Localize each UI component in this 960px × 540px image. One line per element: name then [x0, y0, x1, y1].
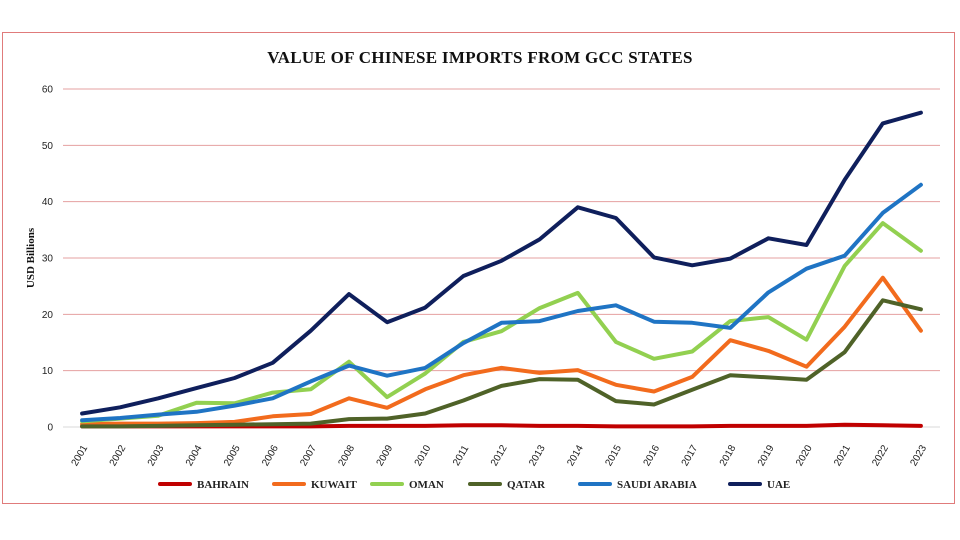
legend-label: QATAR: [507, 479, 546, 491]
x-tick-label: 2017: [680, 443, 701, 468]
y-tick-label: 10: [42, 366, 54, 377]
y-tick-label: 30: [42, 254, 54, 265]
x-tick-label: 2005: [222, 443, 243, 468]
series-line-qatar: [80, 298, 923, 429]
x-tick-label: 2012: [489, 443, 510, 468]
legend-label: OMAN: [409, 479, 444, 491]
y-tick-label: 40: [42, 197, 54, 208]
x-tick-label: 2006: [260, 443, 281, 468]
y-tick-label: 20: [42, 310, 54, 321]
y-tick-label: 60: [42, 85, 54, 96]
x-tick-label: 2004: [184, 443, 205, 468]
y-tick-label: 0: [47, 423, 53, 434]
x-tick-label: 2016: [642, 443, 663, 468]
x-tick-label: 2018: [718, 443, 739, 468]
series-line-saudi-arabia: [80, 182, 923, 423]
x-tick-label: 2020: [794, 443, 815, 468]
x-tick-label: 2023: [908, 443, 929, 468]
x-tick-label: 2008: [336, 443, 357, 468]
gridlines: [63, 88, 940, 372]
x-tick-label: 2019: [756, 443, 777, 468]
series-line-uae: [80, 110, 923, 416]
y-axis-ticks: 0 10 20 30 40 50 60: [42, 85, 54, 434]
legend-label: UAE: [767, 479, 790, 491]
x-tick-label: 2010: [413, 443, 434, 468]
legend-label: SAUDI ARABIA: [617, 479, 697, 491]
y-axis-label: USD Billions: [25, 227, 37, 288]
series-line-kuwait: [80, 275, 923, 427]
legend-label: KUWAIT: [311, 479, 358, 491]
legend-label: BAHRAIN: [197, 479, 249, 491]
x-tick-label: 2003: [146, 443, 167, 468]
series-lines: [80, 110, 923, 429]
x-tick-label: 2021: [832, 443, 853, 468]
x-axis-ticks: 2001 2002 2003 2004 2005 2006 2007 2008 2009 2010…: [70, 443, 930, 468]
x-tick-label: 2011: [451, 443, 471, 468]
chart-title: VALUE OF CHINESE IMPORTS FROM GCC STATES: [267, 48, 693, 67]
x-tick-label: 2001: [70, 443, 91, 468]
x-tick-label: 2002: [108, 443, 129, 468]
x-tick-label: 2009: [375, 443, 396, 468]
series-line-oman: [80, 221, 923, 424]
y-tick-label: 50: [42, 141, 54, 152]
x-tick-label: 2015: [603, 443, 624, 468]
x-tick-label: 2013: [527, 443, 548, 468]
x-tick-label: 2014: [565, 443, 586, 468]
legend: BAHRAIN KUWAIT OMAN QATAR SAUDI ARABIA UAE: [158, 479, 790, 491]
x-tick-label: 2007: [298, 443, 319, 468]
x-tick-label: 2022: [870, 443, 891, 468]
